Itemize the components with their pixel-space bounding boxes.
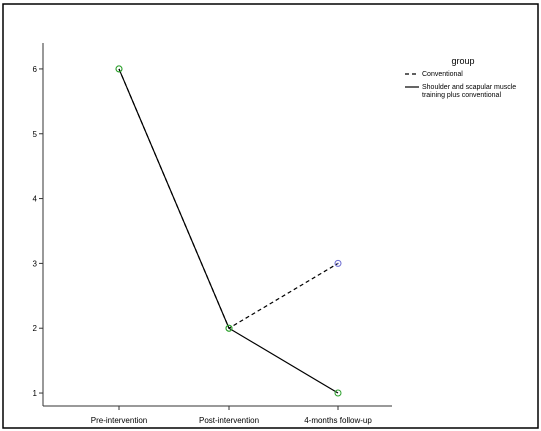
y-tick-label: 1 bbox=[33, 389, 38, 398]
data-point bbox=[334, 389, 342, 397]
y-tick-label: 6 bbox=[33, 65, 38, 74]
x-category-label: Post-intervention bbox=[199, 416, 259, 425]
legend: group Conventional Shoulder and scapular … bbox=[405, 56, 516, 99]
x-category-label: Pre-intervention bbox=[91, 416, 147, 425]
legend-entries: Conventional Shoulder and scapular muscle… bbox=[405, 71, 516, 99]
y-tick-label: 3 bbox=[33, 259, 38, 268]
x-axis-ticks: Pre-intervention Post-intervention 4-month… bbox=[91, 406, 372, 425]
series-line-shoulder-training bbox=[118, 68, 339, 394]
x-category-label: 4-months follow-up bbox=[304, 416, 372, 425]
legend-label: Conventional bbox=[422, 71, 463, 78]
legend-title: group bbox=[451, 56, 474, 66]
data-point bbox=[334, 259, 342, 267]
y-axis-ticks: 1 2 3 4 5 6 bbox=[33, 65, 43, 398]
legend-label: training plus conventional bbox=[422, 92, 501, 99]
legend-label: Shoulder and scapular muscle bbox=[422, 84, 516, 91]
data-point bbox=[115, 65, 123, 73]
data-point bbox=[225, 324, 233, 332]
y-tick-label: 2 bbox=[33, 324, 38, 333]
figure-border bbox=[2, 3, 539, 429]
plot-area: 1 2 3 4 5 6 Pre-intervention Post-intervention… bbox=[33, 43, 392, 425]
series-layer bbox=[115, 65, 342, 397]
y-tick-label: 4 bbox=[33, 195, 38, 204]
data-point-center bbox=[337, 262, 339, 265]
y-tick-label: 5 bbox=[33, 130, 38, 139]
